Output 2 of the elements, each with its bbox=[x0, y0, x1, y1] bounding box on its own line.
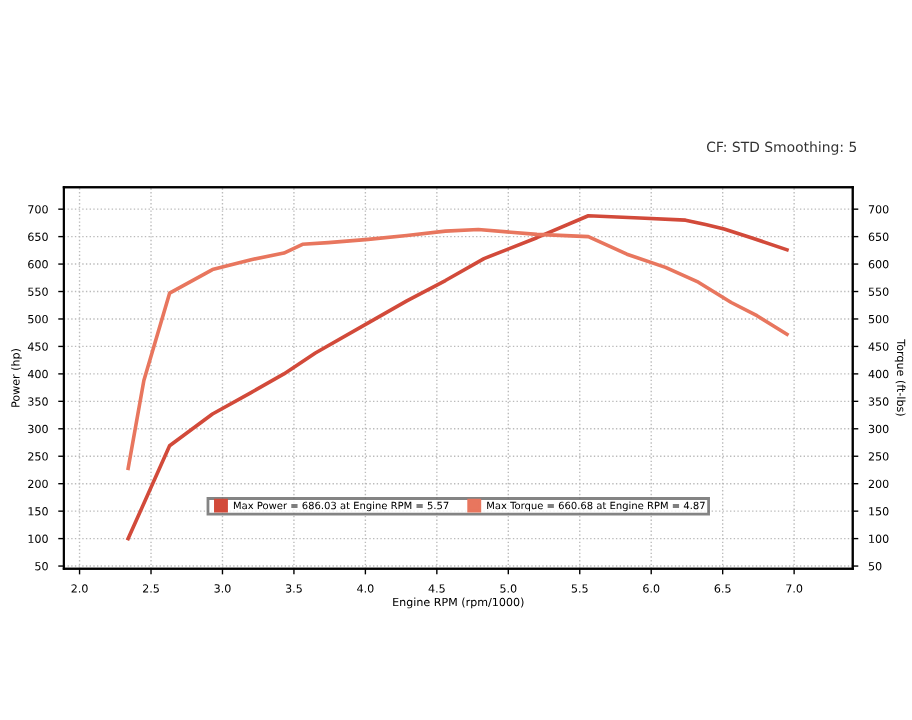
line-series bbox=[126, 227, 789, 471]
line-series bbox=[126, 213, 789, 541]
